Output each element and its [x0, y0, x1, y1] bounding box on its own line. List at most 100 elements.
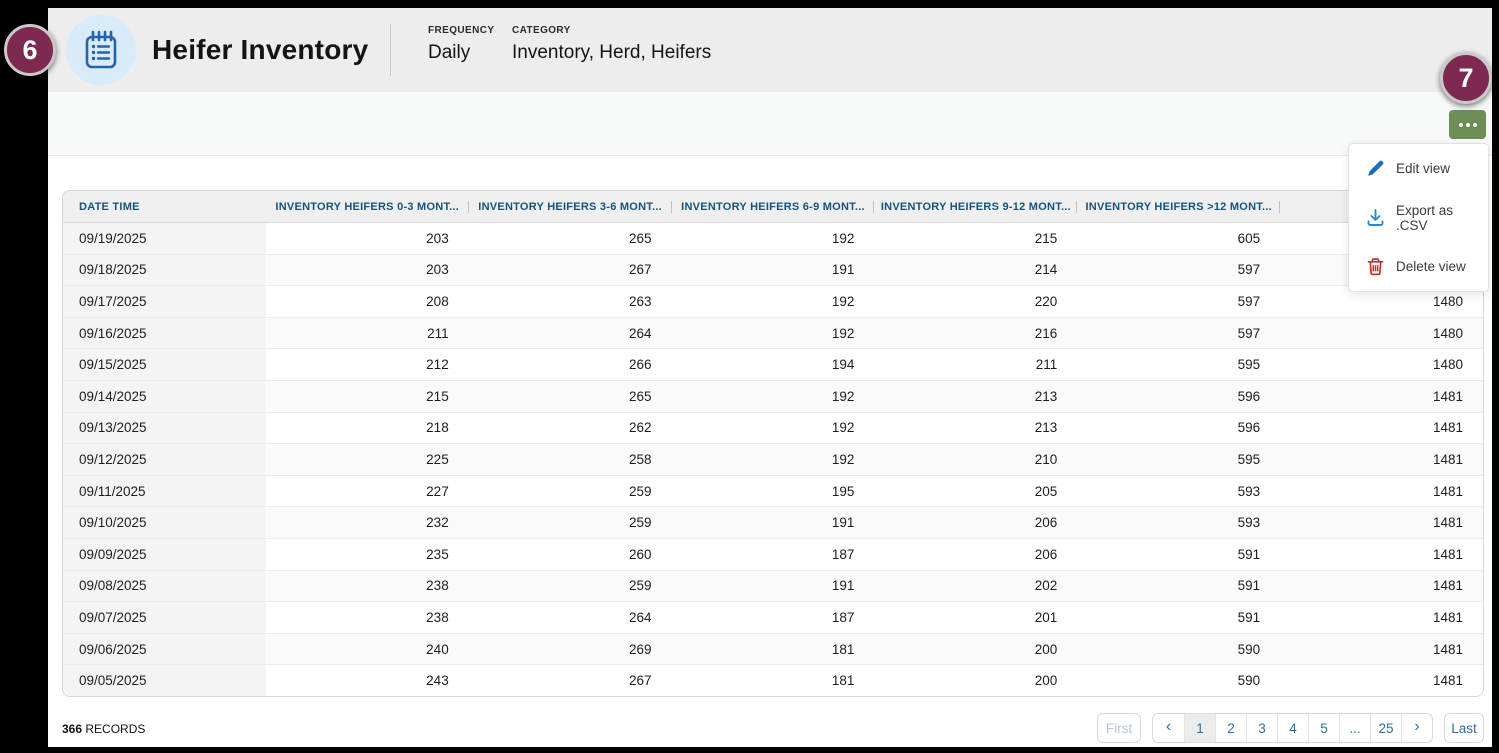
pagination: First ‹ 1 2 3 4 5... 25 › Last [1097, 713, 1484, 743]
value-cell: 1481 [1280, 380, 1483, 412]
date-cell: 09/07/2025 [63, 602, 266, 633]
value-cell: 266 [629, 357, 652, 373]
value-cell: 212 [426, 357, 449, 373]
value-cell: 206 [1034, 546, 1058, 562]
table-row: 09/15/2025 212 266 194 211 595 1480 [63, 348, 1483, 380]
actions-dropdown-menu: Edit view Export as .CSV Delete view [1348, 143, 1489, 292]
value-cell: 211 [265, 317, 469, 349]
value-cell: 213 [874, 380, 1078, 412]
value-cell: 265 [468, 380, 672, 412]
frequency-value: Daily [428, 42, 471, 63]
page-button-1[interactable]: 1 [1184, 714, 1215, 742]
date-cell: 09/12/2025 [63, 444, 266, 475]
value-cell: 597 [1077, 254, 1281, 286]
value-cell: 214 [874, 254, 1078, 286]
value-cell: 240 [265, 633, 469, 665]
table-row: 09/12/2025 225 258 192 210 595 1481 [63, 443, 1483, 475]
table-header-row: DATE TIME INVENTORY HEIFERS 0-3 MONT... IN… [63, 191, 1483, 223]
page-number-group: ‹ 1 2 3 4 5... 25 › [1152, 713, 1433, 743]
value-cell: 590 [1237, 673, 1261, 689]
value-cell: 238 [426, 609, 449, 625]
next-page-button[interactable]: › [1401, 714, 1432, 742]
value-cell: 187 [831, 546, 855, 562]
date-cell: 09/19/2025 [63, 223, 266, 254]
column-header-4[interactable]: INVENTORY HEIFERS 9-12 MONT... [874, 191, 1078, 222]
value-cell: 1481 [1432, 609, 1463, 625]
date-cell: 09/14/2025 [63, 380, 266, 412]
value-cell: 605 [1237, 230, 1261, 246]
table-row: 09/14/2025 215 265 192 213 596 1481 [63, 379, 1483, 412]
page-button-5[interactable]: 5 [1308, 714, 1339, 742]
value-cell: 595 [1237, 357, 1261, 373]
page-button-2[interactable]: 2 [1215, 714, 1246, 742]
frequency-meta: FREQUENCY Daily [428, 25, 494, 64]
date-cell: 09/18/2025 [63, 254, 266, 286]
value-cell: 595 [1077, 444, 1281, 475]
column-header-3[interactable]: INVENTORY HEIFERS 6-9 MONT... [672, 191, 875, 222]
table-row: 09/06/2025 240 269 181 200 590 1481 [63, 632, 1483, 665]
value-cell: 187 [831, 609, 855, 625]
value-cell: 218 [426, 420, 449, 436]
value-cell: 192 [831, 293, 855, 309]
value-cell: 1481 [1280, 633, 1483, 665]
menu-item-export-csv[interactable]: Export as .CSV [1349, 193, 1488, 242]
value-cell: 200 [874, 633, 1078, 665]
value-cell: 194 [831, 357, 855, 373]
value-cell: 181 [831, 673, 855, 689]
page-button-25[interactable]: 25 [1370, 714, 1401, 742]
value-cell: 1480 [1280, 317, 1483, 349]
trash-icon [1367, 258, 1384, 276]
app-content: Heifer Inventory FREQUENCY Daily CATEGOR… [48, 8, 1492, 747]
value-cell: 202 [874, 570, 1078, 602]
value-cell: 264 [468, 317, 672, 349]
table-row: 09/16/2025 211 264 192 216 597 1480 [63, 316, 1483, 349]
table-row: 09/19/2025 203 265 192 215 605 [63, 223, 1483, 254]
value-cell: 1481 [1432, 420, 1463, 436]
first-page-button[interactable]: First [1097, 713, 1141, 743]
value-cell: 264 [629, 609, 652, 625]
column-header-0[interactable]: DATE TIME [79, 200, 140, 213]
value-cell: 191 [671, 507, 875, 538]
value-cell: 591 [1237, 609, 1261, 625]
ellipsis-icon [1458, 122, 1463, 127]
value-cell: 1481 [1280, 444, 1483, 475]
column-header-1[interactable]: INVENTORY HEIFERS 0-3 MONT... [266, 191, 469, 222]
page-title: Heifer Inventory [152, 34, 369, 65]
menu-item-delete-view[interactable]: Delete view [1349, 242, 1488, 291]
page-button-4[interactable]: 4 [1277, 714, 1308, 742]
app-header-bar: Heifer Inventory FREQUENCY Daily CATEGOR… [48, 8, 1492, 92]
menu-item-edit-view[interactable]: Edit view [1349, 144, 1488, 193]
value-cell: 203 [426, 230, 449, 246]
value-cell: 243 [426, 673, 449, 689]
more-actions-button[interactable] [1449, 110, 1486, 139]
date-cell: 09/16/2025 [63, 317, 266, 349]
table-row: 09/08/2025 238 259 191 202 591 1481 [63, 569, 1483, 602]
value-cell: 596 [1237, 420, 1261, 436]
date-cell: 09/10/2025 [63, 507, 266, 538]
table-row: 09/13/2025 218 262 192 213 596 1481 [63, 411, 1483, 444]
value-cell: 235 [426, 546, 449, 562]
column-header-2[interactable]: INVENTORY HEIFERS 3-6 MONT... [469, 191, 672, 222]
value-cell: 1481 [1280, 507, 1483, 538]
view-icon-circle [66, 15, 136, 85]
menu-item-label: Delete view [1396, 259, 1466, 274]
table-row: 09/11/2025 227 259 195 205 593 1481 [63, 474, 1483, 507]
value-cell: 1481 [1432, 546, 1463, 562]
category-meta: CATEGORY Inventory, Herd, Heifers [512, 25, 711, 64]
date-cell: 09/06/2025 [63, 633, 266, 665]
page-button-3[interactable]: 3 [1246, 714, 1277, 742]
value-cell: 205 [1034, 483, 1058, 499]
value-cell: 191 [671, 570, 875, 602]
prev-page-button[interactable]: ‹ [1165, 718, 1172, 735]
last-page-button[interactable]: Last [1444, 713, 1484, 743]
column-header-5[interactable]: INVENTORY HEIFERS >12 MONT... [1077, 191, 1280, 222]
pencil-icon [1368, 160, 1384, 176]
value-cell: 192 [831, 230, 855, 246]
page-ellipsis[interactable]: ... [1339, 714, 1370, 742]
value-cell: 192 [671, 317, 875, 349]
value-cell: 597 [1237, 293, 1261, 309]
value-cell: 1480 [1432, 357, 1463, 373]
value-cell: 262 [629, 420, 652, 436]
date-cell: 09/17/2025 [63, 286, 266, 317]
